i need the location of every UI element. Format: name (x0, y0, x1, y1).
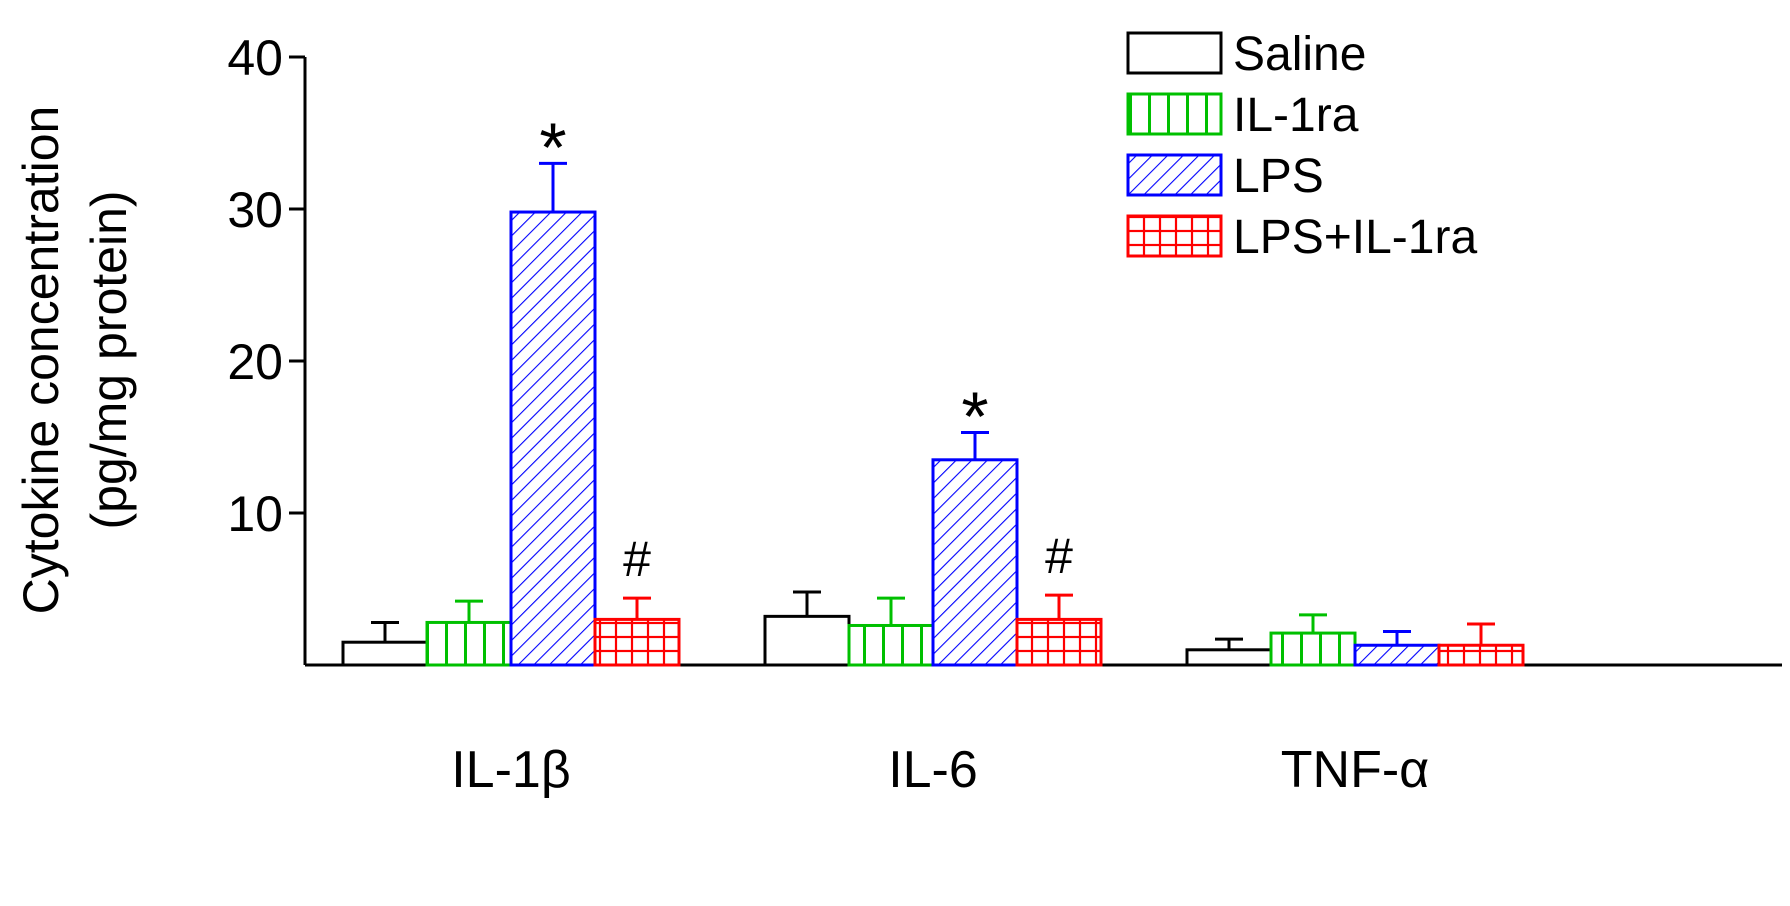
legend-swatch (1126, 92, 1223, 136)
bar (593, 617, 681, 667)
bar (847, 623, 935, 667)
y-tick-label: 40 (227, 30, 283, 86)
bar (1269, 631, 1357, 667)
legend-swatch (1126, 31, 1223, 75)
legend: Saline IL-1ra LPS LPS+IL-1ra (1126, 28, 1477, 264)
bar (1437, 643, 1525, 667)
significance-marker: # (623, 531, 651, 587)
y-tick-label: 30 (227, 182, 283, 238)
bar (425, 620, 513, 667)
bars (341, 161, 1525, 667)
y-tick-label: 20 (227, 334, 283, 390)
bar (341, 640, 429, 667)
significance-marker: * (961, 377, 988, 455)
legend-label: IL-1ra (1233, 89, 1359, 142)
y-ticks: 10 20 30 40 (227, 30, 305, 542)
x-tick-label: IL-1β (451, 741, 571, 799)
y-axis-title-line1: Cytokine concentration (13, 106, 69, 615)
legend-swatch (1126, 214, 1223, 258)
bar (1353, 643, 1441, 667)
bar (931, 458, 1019, 667)
bar (763, 614, 851, 667)
y-axis-title: Cytokine concentration (pg/mg protein) (13, 106, 137, 615)
y-axis-title-line2: (pg/mg protein) (81, 190, 137, 529)
bar (509, 210, 597, 667)
significance-marker: * (539, 108, 566, 186)
bar (1015, 617, 1103, 667)
significance-annotations: * # * # (539, 108, 1073, 587)
y-tick-label: 10 (227, 486, 283, 542)
bar (1185, 648, 1273, 667)
x-tick-label: TNF-α (1281, 741, 1429, 799)
x-tick-label: IL-6 (888, 741, 978, 799)
significance-marker: # (1045, 528, 1073, 584)
x-tick-labels: IL-1β IL-6 TNF-α (451, 741, 1429, 799)
legend-label: LPS (1233, 150, 1324, 203)
legend-label: LPS+IL-1ra (1233, 211, 1477, 264)
legend-swatch (1126, 153, 1223, 197)
legend-label: Saline (1233, 28, 1366, 81)
